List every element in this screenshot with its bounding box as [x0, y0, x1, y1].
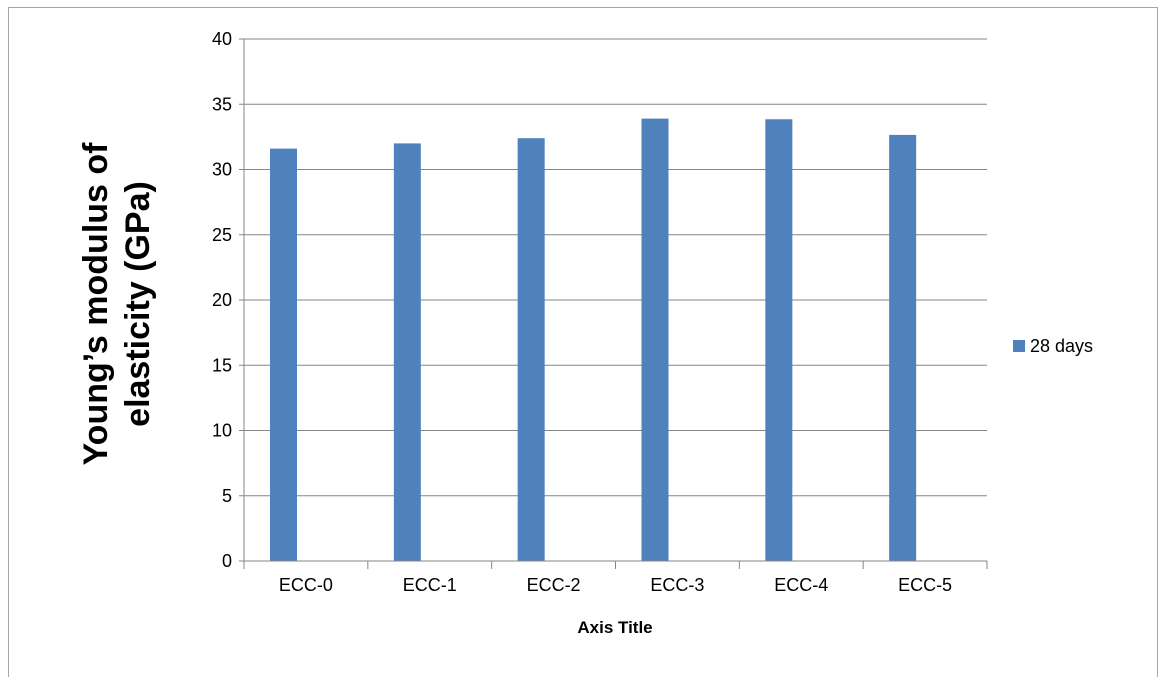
x-tick-labels: ECC-0 ECC-1 ECC-2 ECC-3 ECC-4 ECC-5: [279, 575, 952, 595]
y-tick-labels: 0 5 10 15 20 25 30 35 40: [212, 29, 232, 571]
y-tick-label: 20: [212, 290, 232, 310]
y-tick-label: 30: [212, 160, 232, 180]
bar-ecc-1: [393, 143, 421, 561]
y-tick-label: 15: [212, 355, 232, 375]
y-axis-title-line-1: Young’s modulus of: [77, 142, 115, 466]
y-tick-label: 25: [212, 225, 232, 245]
bars: [270, 118, 917, 561]
x-tick-label: ECC-3: [650, 575, 704, 595]
x-tick-label: ECC-1: [403, 575, 457, 595]
y-tick-label: 10: [212, 421, 232, 441]
x-tick-label: ECC-4: [774, 575, 828, 595]
bar-ecc-4: [765, 119, 793, 561]
x-tick-label: ECC-2: [527, 575, 581, 595]
y-tick-label: 35: [212, 94, 232, 114]
y-axis-title: Young’s modulus of elasticity (GPa): [77, 142, 157, 466]
chart-frame: 0 5 10 15 20 25 30 35 40 ECC-0 ECC-1 ECC-2 ECC-3 ECC…: [8, 7, 1158, 677]
y-axis-title-line-2: elasticity (GPa): [119, 181, 157, 427]
legend-swatch-28-days: [1013, 340, 1025, 352]
axes: [239, 38, 988, 569]
bar-ecc-5: [889, 134, 917, 561]
x-tick-label: ECC-5: [898, 575, 952, 595]
bar-ecc-3: [641, 118, 669, 561]
gridlines: [244, 38, 987, 497]
legend: 28 days: [1013, 336, 1093, 356]
y-tick-label: 40: [212, 29, 232, 49]
x-tick-label: ECC-0: [279, 575, 333, 595]
bar-ecc-2: [517, 138, 545, 561]
y-tick-label: 5: [222, 486, 232, 506]
x-axis-title: Axis Title: [577, 618, 652, 637]
bar-ecc-0: [270, 148, 297, 561]
y-tick-label: 0: [222, 551, 232, 571]
legend-label-28-days: 28 days: [1030, 336, 1093, 356]
